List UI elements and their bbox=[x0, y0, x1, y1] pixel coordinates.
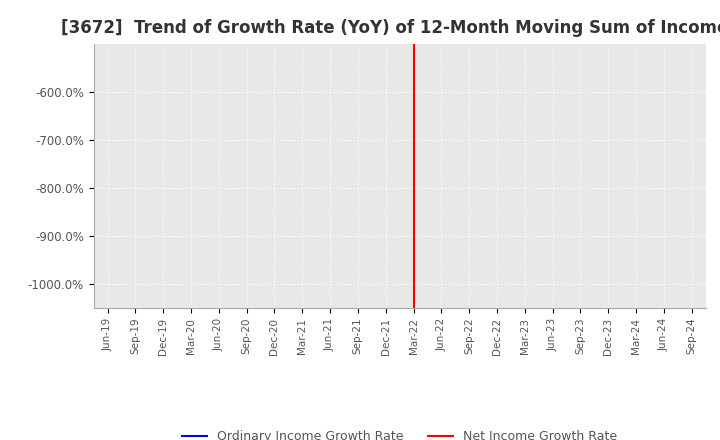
Legend: Ordinary Income Growth Rate, Net Income Growth Rate: Ordinary Income Growth Rate, Net Income … bbox=[177, 425, 622, 440]
Title: [3672]  Trend of Growth Rate (YoY) of 12-Month Moving Sum of Incomes: [3672] Trend of Growth Rate (YoY) of 12-… bbox=[61, 19, 720, 37]
